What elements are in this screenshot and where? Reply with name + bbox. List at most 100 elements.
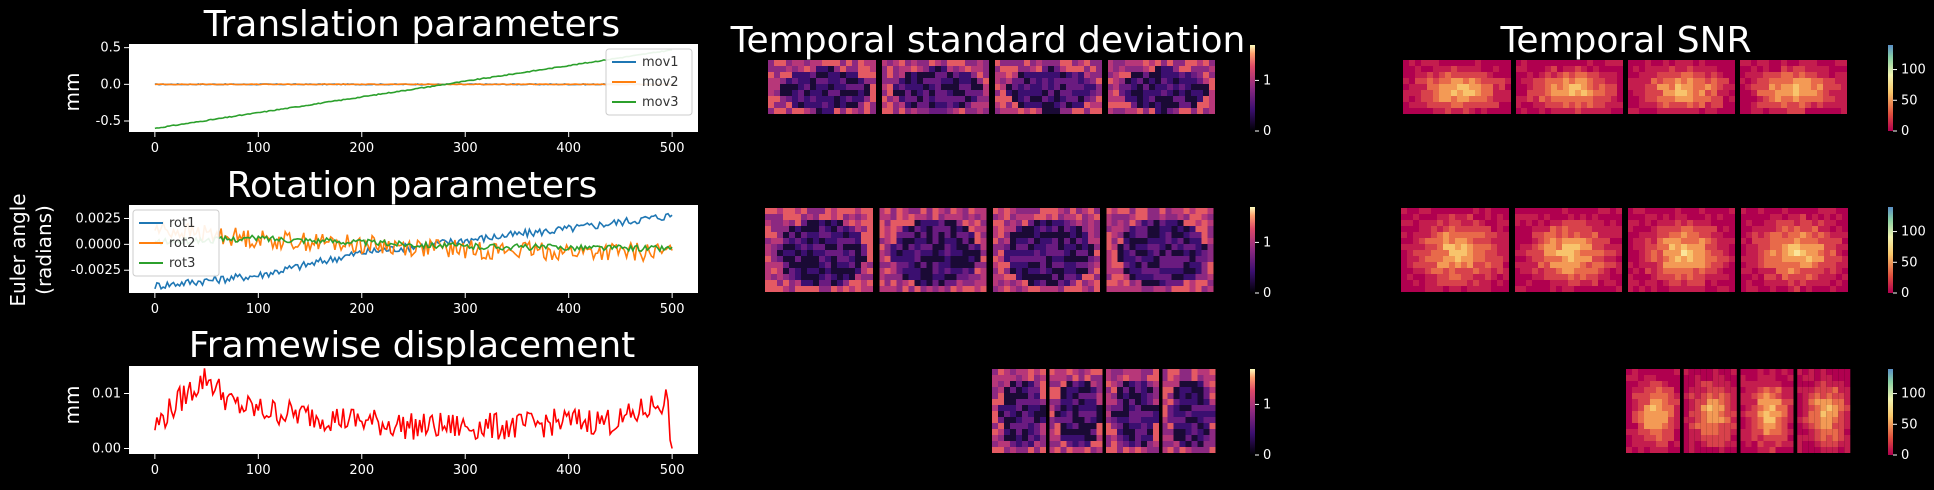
mosaic-pixel: [1088, 226, 1094, 232]
mosaic-pixel: [878, 268, 885, 274]
mosaic-pixel: [1419, 280, 1425, 286]
mosaic-pixel: [1669, 102, 1675, 108]
mosaic-pixel: [810, 102, 816, 108]
mosaic-pixel: [1781, 102, 1787, 108]
mosaic-pixel: [1663, 78, 1669, 84]
mosaic-pixel: [828, 60, 834, 66]
mosaic-pixel: [1135, 393, 1141, 399]
mosaic-pixel: [1125, 90, 1131, 96]
mosaic-pixel: [983, 60, 989, 66]
mosaic-pixel: [1479, 274, 1485, 280]
mosaic-pixel: [1799, 78, 1805, 84]
mosaic-pixel: [1746, 268, 1752, 274]
mosaic-pixel: [1022, 286, 1028, 292]
mosaic-pixel: [1586, 226, 1592, 232]
mosaic-pixel: [1431, 256, 1437, 262]
mosaic-pixel: [1730, 369, 1737, 375]
mosaic-pixel: [1475, 96, 1481, 102]
mosaic-pixel: [1717, 226, 1723, 232]
mosaic-pixel: [1632, 387, 1638, 393]
mosaic-pixel: [908, 208, 915, 214]
mosaic-pixel: [771, 214, 777, 220]
mosaic-pixel: [1107, 66, 1113, 72]
mosaic-pixel: [1503, 256, 1509, 262]
mosaic-pixel: [1111, 417, 1117, 423]
y-tick-label: 0.01: [92, 387, 121, 402]
mosaic-pixel: [1419, 274, 1425, 280]
mosaic-pixel: [1203, 96, 1209, 102]
mosaic-pixel: [1179, 84, 1185, 90]
mosaic-pixel: [1776, 274, 1782, 280]
mosaic-pixel: [1207, 208, 1214, 214]
mosaic-pixel: [1165, 262, 1172, 268]
mosaic-pixel: [1526, 256, 1532, 262]
mosaic-pixel: [1066, 375, 1073, 381]
mosaic-pixel: [1135, 226, 1142, 232]
mosaic-pixel: [1129, 208, 1136, 214]
mosaic-pixel: [1581, 96, 1587, 102]
mosaic-pixel: [1437, 256, 1443, 262]
mosaic-pixel: [1054, 84, 1060, 90]
mosaic-pixel: [1201, 262, 1208, 268]
mosaic-pixel: [1769, 369, 1776, 375]
mosaic-pixel: [1024, 78, 1030, 84]
mosaic-pixel: [902, 208, 909, 214]
mosaic-pixel: [1626, 369, 1632, 375]
colorbar-tick-label: 0: [1901, 124, 1909, 139]
mosaic-pixel: [1036, 96, 1042, 102]
mosaic-pixel: [837, 250, 843, 256]
mosaic-pixel: [1036, 90, 1042, 96]
mosaic-pixel: [1688, 435, 1695, 441]
mosaic-pixel: [962, 274, 969, 280]
mosaic-pixel: [1711, 84, 1717, 90]
mosaic-pixel: [1776, 280, 1782, 286]
mosaic-pixel: [1401, 286, 1407, 292]
mosaic-pixel: [1088, 244, 1094, 250]
mosaic-pixel: [1568, 244, 1574, 250]
mosaic-pixel: [1058, 256, 1064, 262]
mosaic-pixel: [1096, 423, 1103, 429]
mosaic-pixel: [819, 274, 825, 280]
mosaic-pixel: [1723, 256, 1729, 262]
mosaic-pixel: [884, 274, 891, 280]
mosaic-pixel: [1757, 447, 1764, 453]
mosaic-pixel: [1705, 238, 1711, 244]
mosaic-pixel: [1693, 72, 1699, 78]
mosaic-pixel: [1107, 96, 1113, 102]
mosaic-pixel: [1657, 286, 1663, 292]
mosaic-pixel: [1123, 387, 1129, 393]
mosaic-pixel: [1757, 393, 1764, 399]
mosaic-pixel: [1449, 262, 1455, 268]
mosaic-pixel: [1064, 268, 1070, 274]
mosaic-pixel: [1034, 268, 1040, 274]
mosaic-pixel: [1787, 108, 1793, 114]
mosaic-pixel: [1793, 96, 1799, 102]
mosaic-pixel: [1662, 387, 1668, 393]
mosaic-pixel: [1185, 66, 1191, 72]
mosaic-pixel: [819, 238, 825, 244]
mosaic-pixel: [1090, 90, 1096, 96]
mosaic-pixel: [1681, 226, 1687, 232]
mosaic-pixel: [956, 250, 963, 256]
mosaic-pixel: [944, 226, 951, 232]
mosaic-pixel: [840, 72, 846, 78]
mosaic-pixel: [1479, 256, 1485, 262]
mosaic-pixel: [1135, 405, 1141, 411]
mosaic-pixel: [1532, 286, 1538, 292]
mosaic-pixel: [1699, 244, 1705, 250]
mosaic-pixel: [992, 441, 998, 447]
mosaic-pixel: [1473, 208, 1479, 214]
mosaic-pixel: [1137, 66, 1143, 72]
mosaic-pixel: [771, 232, 777, 238]
mosaic-pixel: [1129, 250, 1136, 256]
mosaic-pixel: [896, 238, 903, 244]
mosaic-pixel: [1016, 280, 1022, 286]
mosaic-pixel: [1617, 60, 1623, 66]
mosaic-pixel: [1090, 96, 1096, 102]
mosaic-pixel: [992, 375, 998, 381]
mosaic-pixel: [1076, 286, 1082, 292]
mosaic-pixel: [1427, 96, 1433, 102]
mosaic-pixel: [992, 208, 998, 214]
mosaic-pixel: [1781, 375, 1788, 381]
mosaic-pixel: [1117, 208, 1124, 214]
